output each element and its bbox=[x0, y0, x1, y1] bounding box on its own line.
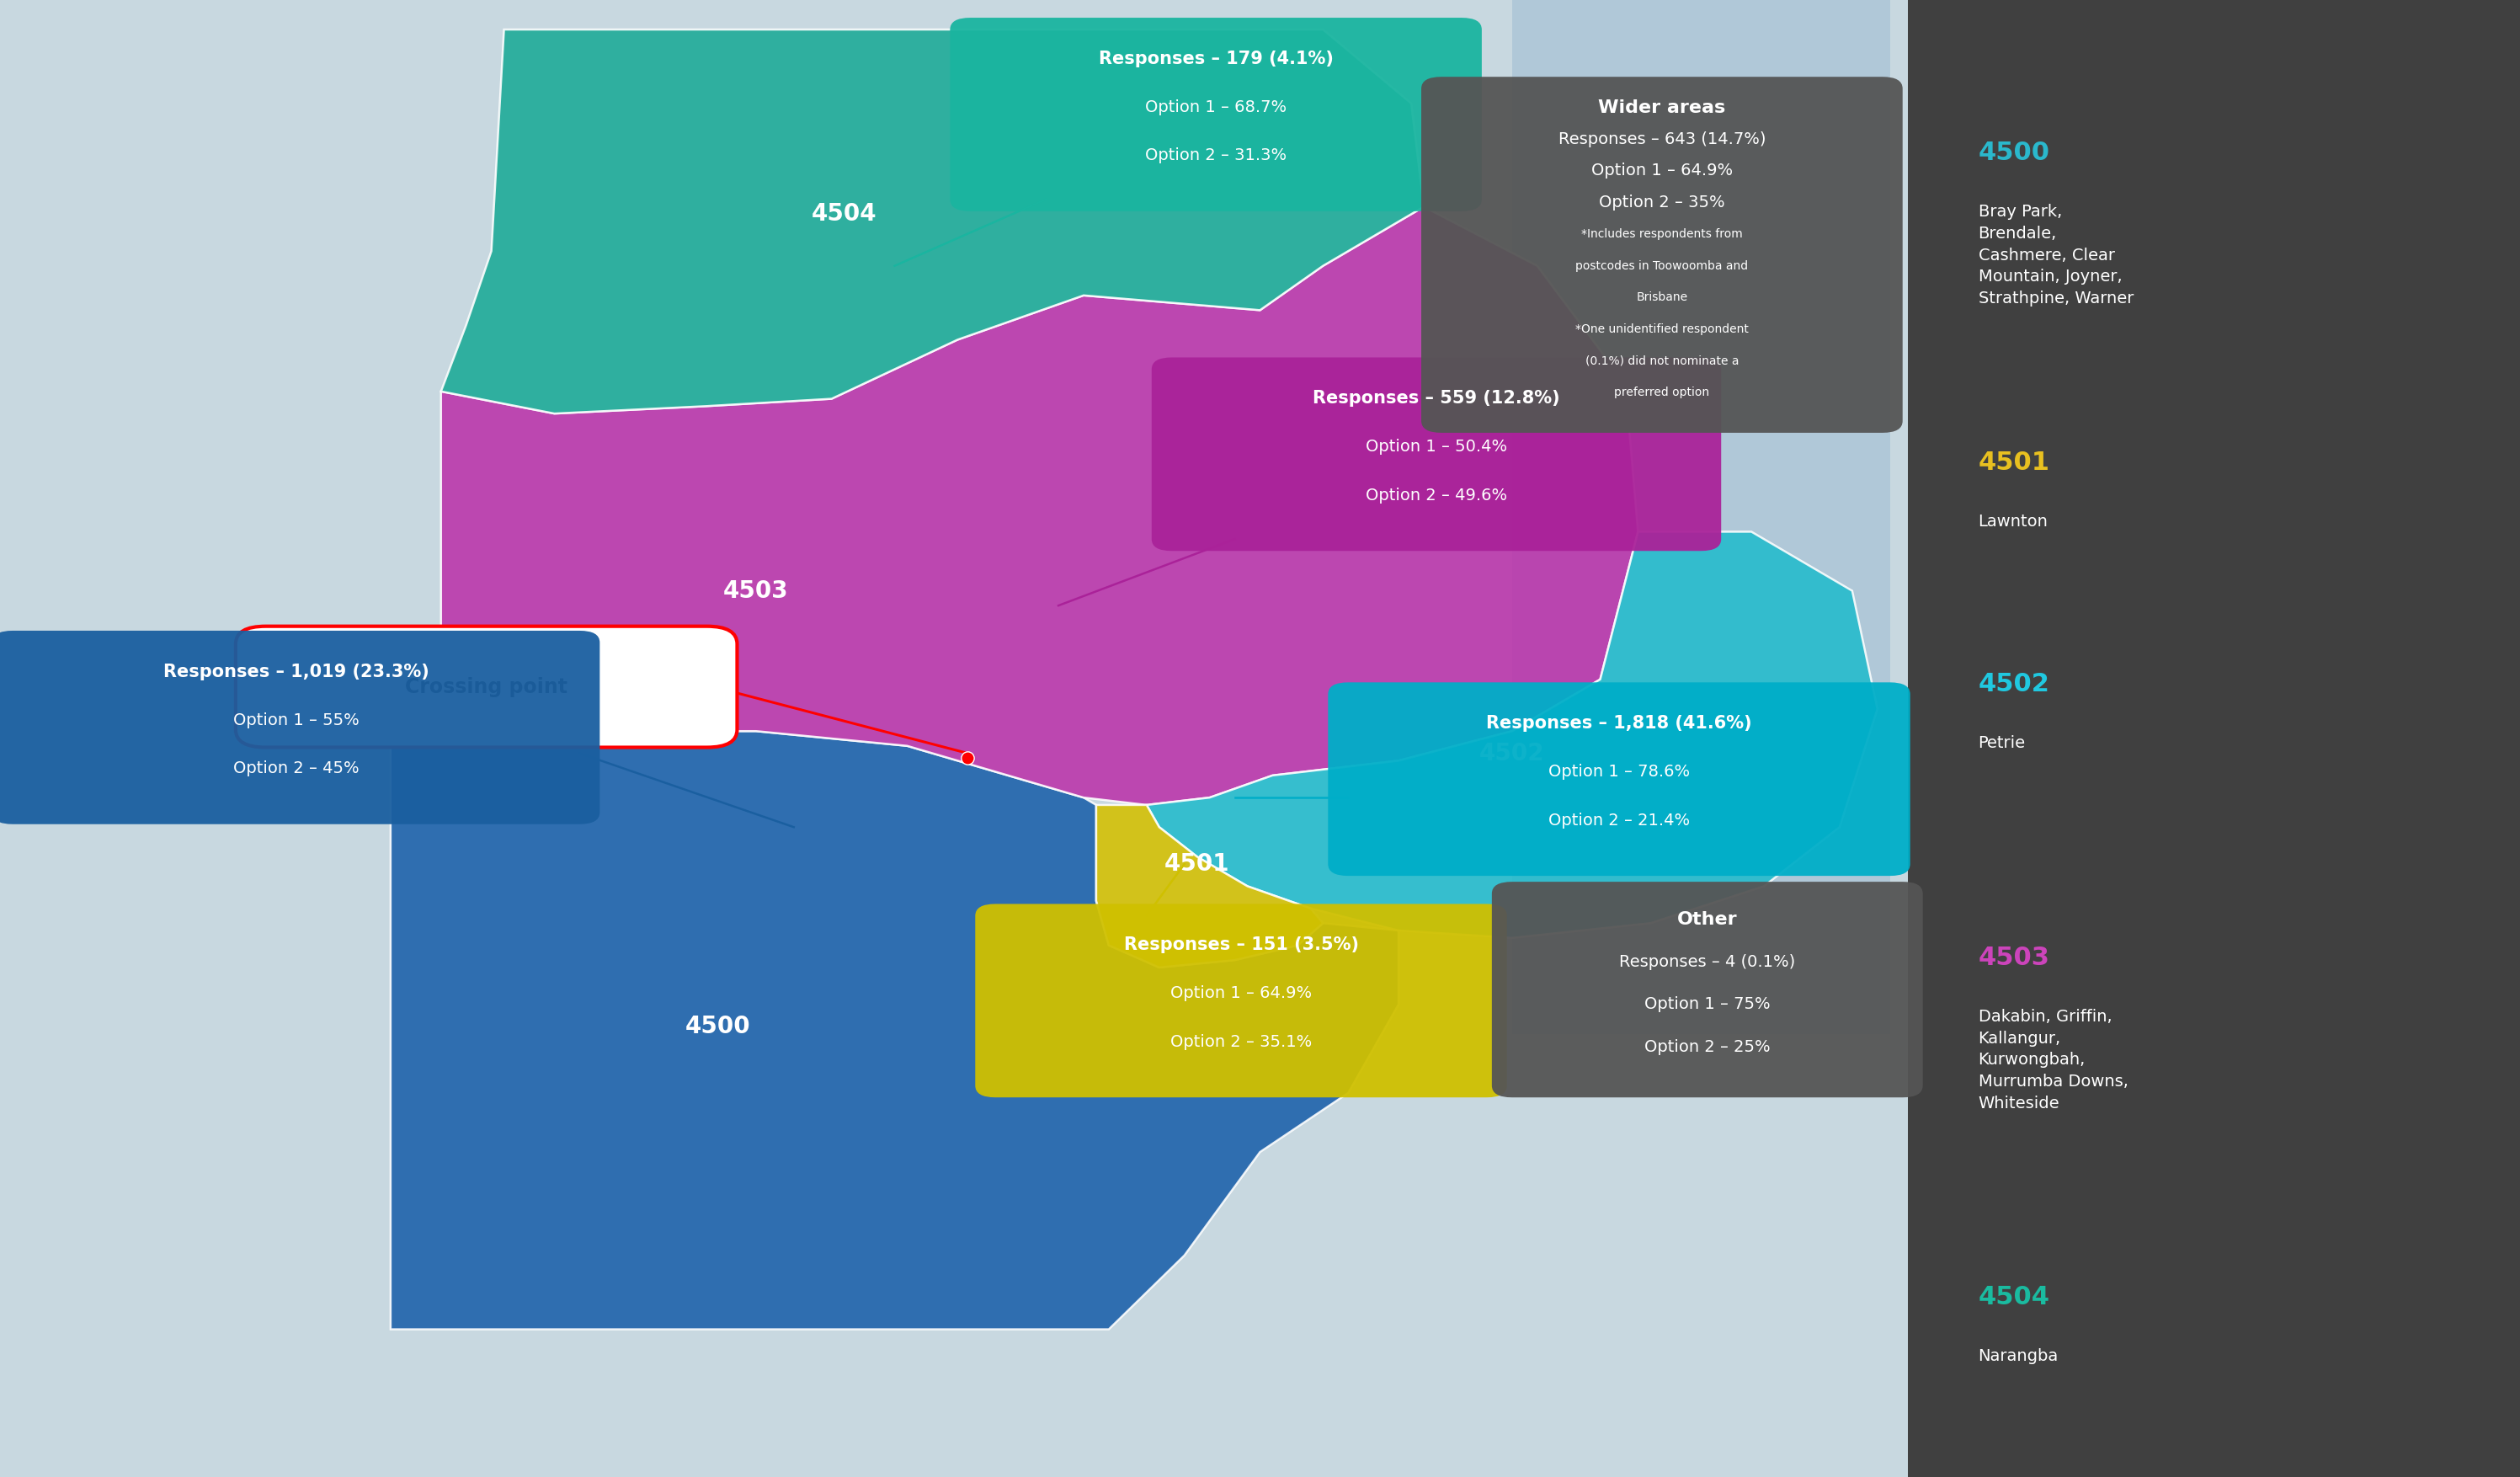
Text: Option 2 – 45%: Option 2 – 45% bbox=[234, 761, 358, 777]
Polygon shape bbox=[441, 30, 1424, 414]
FancyBboxPatch shape bbox=[1908, 0, 2520, 1477]
Polygon shape bbox=[1096, 805, 1323, 967]
Text: Responses – 643 (14.7%): Responses – 643 (14.7%) bbox=[1557, 131, 1767, 148]
FancyBboxPatch shape bbox=[0, 0, 1908, 1477]
Text: Option 1 – 64.9%: Option 1 – 64.9% bbox=[1169, 985, 1313, 1001]
Text: Bray Park,
Brendale,
Cashmere, Clear
Mountain, Joyner,
Strathpine, Warner: Bray Park, Brendale, Cashmere, Clear Mou… bbox=[1978, 204, 2134, 307]
Text: Option 2 – 35%: Option 2 – 35% bbox=[1600, 195, 1724, 211]
Text: Option 1 – 50.4%: Option 1 – 50.4% bbox=[1366, 439, 1507, 455]
Text: 4501: 4501 bbox=[1164, 852, 1230, 876]
Polygon shape bbox=[1147, 532, 1877, 938]
FancyBboxPatch shape bbox=[1492, 882, 1923, 1097]
FancyBboxPatch shape bbox=[975, 904, 1507, 1097]
Text: 4502: 4502 bbox=[1479, 741, 1545, 765]
Text: 4503: 4503 bbox=[723, 579, 789, 603]
Text: postcodes in Toowoomba and: postcodes in Toowoomba and bbox=[1575, 260, 1749, 272]
Text: *Includes respondents from: *Includes respondents from bbox=[1580, 229, 1744, 241]
Text: Option 2 – 35.1%: Option 2 – 35.1% bbox=[1169, 1034, 1313, 1050]
Text: 4504: 4504 bbox=[1978, 1285, 2049, 1310]
Text: preferred option: preferred option bbox=[1615, 387, 1709, 399]
FancyBboxPatch shape bbox=[1152, 357, 1721, 551]
Text: Responses – 179 (4.1%): Responses – 179 (4.1%) bbox=[1099, 50, 1333, 66]
Text: Option 1 – 75%: Option 1 – 75% bbox=[1646, 997, 1769, 1013]
Text: 4504: 4504 bbox=[811, 202, 877, 226]
FancyBboxPatch shape bbox=[1512, 0, 1890, 1034]
Text: Dakabin, Griffin,
Kallangur,
Kurwongbah,
Murrumba Downs,
Whiteside: Dakabin, Griffin, Kallangur, Kurwongbah,… bbox=[1978, 1009, 2127, 1112]
FancyBboxPatch shape bbox=[950, 18, 1482, 211]
Text: (0.1%) did not nominate a: (0.1%) did not nominate a bbox=[1585, 354, 1739, 366]
Text: Option 1 – 64.9%: Option 1 – 64.9% bbox=[1590, 162, 1734, 179]
Text: Narangba: Narangba bbox=[1978, 1349, 2059, 1365]
Text: Responses – 1,818 (41.6%): Responses – 1,818 (41.6%) bbox=[1487, 715, 1751, 731]
Text: Option 1 – 78.6%: Option 1 – 78.6% bbox=[1547, 764, 1691, 780]
Text: 4503: 4503 bbox=[1978, 945, 2049, 970]
Text: Responses – 151 (3.5%): Responses – 151 (3.5%) bbox=[1124, 936, 1358, 953]
Text: Responses – 4 (0.1%): Responses – 4 (0.1%) bbox=[1620, 954, 1794, 970]
Text: Option 2 – 21.4%: Option 2 – 21.4% bbox=[1547, 812, 1691, 829]
Text: Lawnton: Lawnton bbox=[1978, 514, 2049, 530]
FancyBboxPatch shape bbox=[1328, 682, 1910, 876]
Text: 4502: 4502 bbox=[1978, 672, 2049, 697]
Polygon shape bbox=[441, 207, 1638, 805]
Text: Option 2 – 49.6%: Option 2 – 49.6% bbox=[1366, 487, 1507, 504]
Text: 4500: 4500 bbox=[1978, 140, 2049, 165]
Text: Petrie: Petrie bbox=[1978, 736, 2026, 752]
Polygon shape bbox=[391, 731, 1399, 1329]
Text: Option 1 – 68.7%: Option 1 – 68.7% bbox=[1144, 99, 1288, 115]
FancyBboxPatch shape bbox=[1421, 77, 1903, 433]
Text: Responses – 1,019 (23.3%): Responses – 1,019 (23.3%) bbox=[164, 663, 428, 679]
Text: 4501: 4501 bbox=[1978, 450, 2049, 476]
Text: Responses – 559 (12.8%): Responses – 559 (12.8%) bbox=[1313, 390, 1560, 406]
FancyBboxPatch shape bbox=[0, 631, 600, 824]
Text: Wider areas: Wider areas bbox=[1598, 99, 1726, 117]
Text: Other: Other bbox=[1678, 911, 1736, 928]
Text: Crossing point: Crossing point bbox=[406, 676, 567, 697]
Text: *One unidentified respondent: *One unidentified respondent bbox=[1575, 323, 1749, 335]
Text: Brisbane: Brisbane bbox=[1635, 291, 1688, 303]
Text: Option 1 – 55%: Option 1 – 55% bbox=[232, 712, 360, 728]
Text: Option 2 – 31.3%: Option 2 – 31.3% bbox=[1144, 148, 1288, 164]
Text: Option 2 – 25%: Option 2 – 25% bbox=[1646, 1040, 1769, 1055]
Text: 4500: 4500 bbox=[685, 1015, 751, 1038]
FancyBboxPatch shape bbox=[237, 626, 736, 747]
